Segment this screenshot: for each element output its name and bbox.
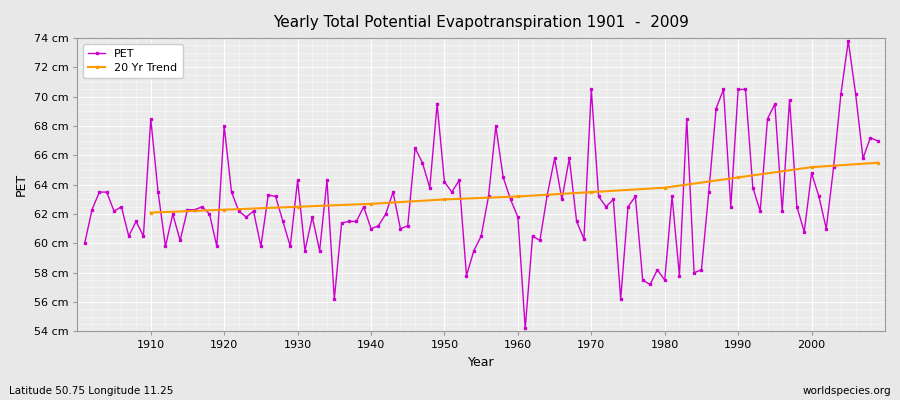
20 Yr Trend	[219, 207, 230, 212]
20 Yr Trend	[660, 185, 670, 190]
20 Yr Trend	[806, 165, 817, 170]
20 Yr Trend	[586, 190, 597, 194]
Line: 20 Yr Trend: 20 Yr Trend	[149, 162, 878, 214]
PET	[344, 219, 355, 224]
Y-axis label: PET: PET	[15, 173, 28, 196]
PET	[608, 197, 618, 202]
20 Yr Trend	[733, 175, 743, 180]
PET	[512, 215, 523, 220]
Legend: PET, 20 Yr Trend: PET, 20 Yr Trend	[83, 44, 183, 78]
PET	[520, 326, 531, 331]
Title: Yearly Total Potential Evapotranspiration 1901  -  2009: Yearly Total Potential Evapotranspiratio…	[274, 15, 689, 30]
Text: worldspecies.org: worldspecies.org	[803, 386, 891, 396]
PET	[138, 234, 148, 238]
20 Yr Trend	[439, 197, 450, 202]
PET	[872, 138, 883, 143]
Text: Latitude 50.75 Longitude 11.25: Latitude 50.75 Longitude 11.25	[9, 386, 174, 396]
PET	[505, 197, 516, 202]
20 Yr Trend	[872, 160, 883, 165]
PET	[300, 248, 310, 253]
X-axis label: Year: Year	[468, 356, 494, 369]
PET	[79, 241, 90, 246]
20 Yr Trend	[512, 194, 523, 199]
PET	[843, 39, 854, 44]
20 Yr Trend	[146, 210, 157, 215]
20 Yr Trend	[292, 204, 303, 209]
Line: PET: PET	[84, 40, 878, 330]
20 Yr Trend	[365, 202, 376, 206]
